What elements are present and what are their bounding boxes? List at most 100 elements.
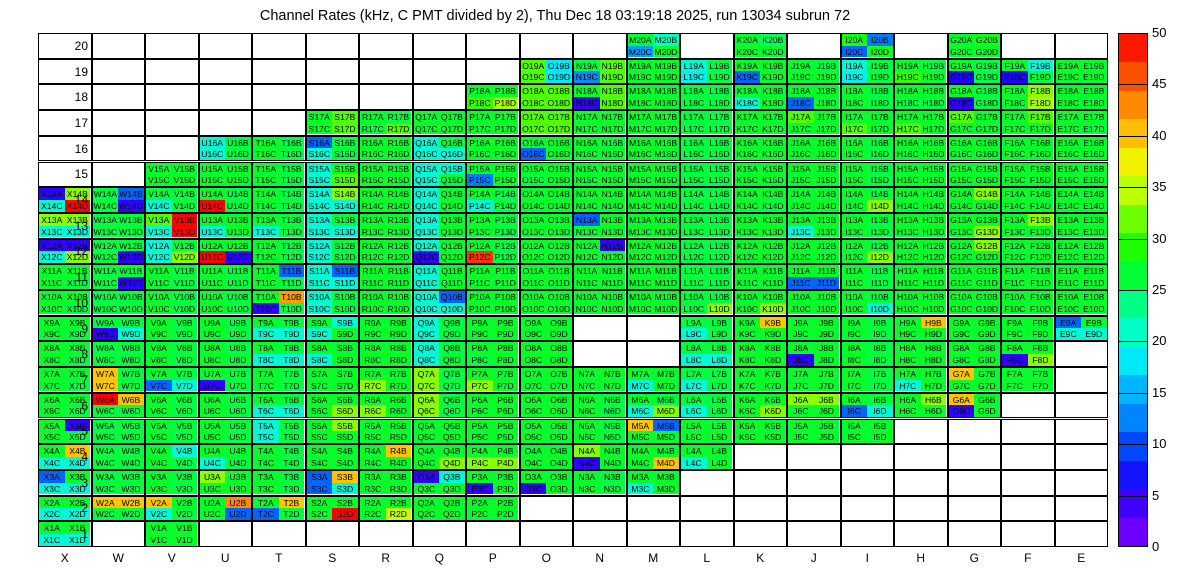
channel-Q16D: Q16D	[439, 148, 465, 161]
channel-I8D: I8D	[867, 354, 893, 366]
channel-X4B: X4B	[64, 445, 91, 457]
channel-O9B: O9B	[546, 316, 572, 329]
channel-Q14C: Q14C	[413, 199, 440, 212]
channel-O14A: O14A	[520, 188, 547, 200]
channel-P2A: P2A	[467, 496, 493, 509]
channel-W3D: W3D	[118, 482, 144, 495]
channel-E11C: E11C	[1055, 276, 1082, 289]
channel-E16C: E16C	[1055, 148, 1082, 161]
detector-cell: V3A V3B V3C V3D	[145, 469, 199, 496]
channel-U14D: U14D	[225, 199, 251, 212]
channel-H19A: H19A	[895, 59, 921, 72]
detector-cell: X14A X14B X14C X14D	[38, 187, 92, 213]
channel-P9A: P9A	[467, 316, 493, 329]
detector-cell: M18A M18B M18C M18D	[626, 84, 680, 111]
channel-L6A: L6A	[681, 393, 707, 406]
x-axis-tick-M: M	[648, 551, 659, 565]
detector-cell: L8A L8B L8C L8D	[680, 341, 734, 368]
channel-I10D: I10D	[867, 302, 893, 315]
channel-U13D: U13D	[225, 225, 251, 238]
colorbar-label-5: 5	[1152, 487, 1160, 503]
detector-cell: K18A K18B K18C K18D	[733, 84, 787, 111]
detector-cell: M4A M4B M4C M4D	[626, 444, 680, 470]
channel-Q9B: Q9B	[439, 316, 465, 329]
detector-cell: I20A I20B I20C I20D	[840, 33, 894, 59]
colorbar-label-25: 25	[1152, 282, 1167, 297]
channel-M16B: M16B	[653, 136, 679, 149]
channel-V5B: V5B	[171, 419, 198, 432]
channel-R8B: R8B	[385, 342, 412, 355]
detector-cell: F8A F8B F8C F8D	[1001, 341, 1055, 368]
channel-U11C: U11C	[199, 276, 226, 289]
detector-cell: G19A G19B G19C G19D	[947, 58, 1001, 85]
channel-K11D: K11D	[760, 276, 786, 289]
x-axis-tick-W: W	[112, 551, 124, 565]
channel-T12D: T12D	[278, 251, 305, 263]
channel-N16D: N16D	[599, 148, 626, 161]
detector-cell: O12A O12B O12C O12D	[519, 238, 573, 265]
channel-V8C: V8C	[146, 354, 172, 366]
detector-cell: U8A U8B U8C U8D	[198, 341, 252, 368]
y-axis-tick-19: 19	[74, 64, 88, 79]
channel-R7B: R7B	[385, 368, 412, 380]
channel-Q9A: Q9A	[413, 316, 440, 329]
channel-N14A: N14A	[574, 188, 600, 200]
channel-F16B: F16B	[1027, 136, 1054, 149]
channel-V2B: V2B	[171, 496, 198, 509]
channel-S17A: S17A	[306, 111, 333, 123]
channel-R8D: R8D	[385, 354, 412, 366]
channel-X3C: X3C	[39, 482, 65, 495]
channel-V3B: V3B	[171, 470, 198, 483]
channel-P12A: P12A	[467, 239, 493, 252]
channel-E18D: E18D	[1081, 97, 1107, 109]
channel-E12B: E12B	[1081, 239, 1107, 252]
channel-U3D: U3D	[225, 482, 251, 495]
channel-E19D: E19D	[1081, 71, 1107, 84]
detector-cell: V6A V6B V6C V6D	[145, 392, 199, 419]
channel-K5D: K5D	[760, 431, 786, 443]
channel-K17D: K17D	[760, 122, 786, 135]
channel-O15D: O15D	[546, 174, 572, 186]
channel-N10D: N10D	[599, 302, 626, 315]
channel-W9C: W9C	[92, 328, 119, 341]
channel-L17B: L17B	[706, 111, 733, 123]
channel-V14D: V14D	[171, 199, 198, 212]
detector-cell: R14A R14B R14C R14D	[359, 187, 413, 213]
channel-V13C: V13C	[146, 225, 172, 238]
channel-X2A: X2A	[39, 496, 65, 509]
channel-T8C: T8C	[253, 354, 279, 366]
channel-T8A: T8A	[253, 342, 279, 355]
channel-N5A: N5A	[574, 419, 600, 432]
channel-V4C: V4C	[146, 456, 172, 469]
channel-M20D: M20D	[653, 45, 679, 58]
channel-T6C: T6C	[253, 405, 279, 418]
channel-Q10A: Q10A	[413, 291, 440, 303]
channel-R2D: R2D	[385, 508, 412, 520]
channel-I17D: I17D	[867, 122, 893, 135]
detector-cell: R7A R7B R7C R7D	[359, 367, 413, 393]
channel-P5C: P5C	[467, 431, 493, 443]
detector-cell: S8A S8B S8C S8D	[305, 341, 359, 368]
detector-cell-empty	[91, 84, 145, 111]
y-axis-tick-18: 18	[74, 90, 88, 105]
detector-cell: T8A T8B T8C T8D	[252, 341, 306, 368]
detector-cell: J16A J16B J16C J16D	[787, 135, 841, 162]
channel-O5D: O5D	[546, 431, 572, 443]
channel-R15C: R15C	[360, 174, 386, 186]
channel-O6D: O6D	[546, 405, 572, 418]
channel-N3D: N3D	[599, 482, 626, 495]
detector-cell-empty	[787, 33, 841, 59]
channel-L10C: L10C	[681, 302, 707, 315]
channel-H19D: H19D	[920, 71, 947, 84]
channel-I13C: I13C	[841, 225, 868, 238]
detector-cell-empty	[359, 33, 413, 59]
channel-M10D: M10D	[653, 302, 679, 315]
channel-P6D: P6D	[492, 405, 519, 418]
channel-N18A: N18A	[574, 85, 600, 98]
channel-H14A: H14A	[895, 188, 921, 200]
channel-K17C: K17C	[734, 122, 761, 135]
channel-I5D: I5D	[867, 431, 893, 443]
channel-I11B: I11B	[867, 265, 893, 277]
channel-K7B: K7B	[760, 368, 786, 380]
